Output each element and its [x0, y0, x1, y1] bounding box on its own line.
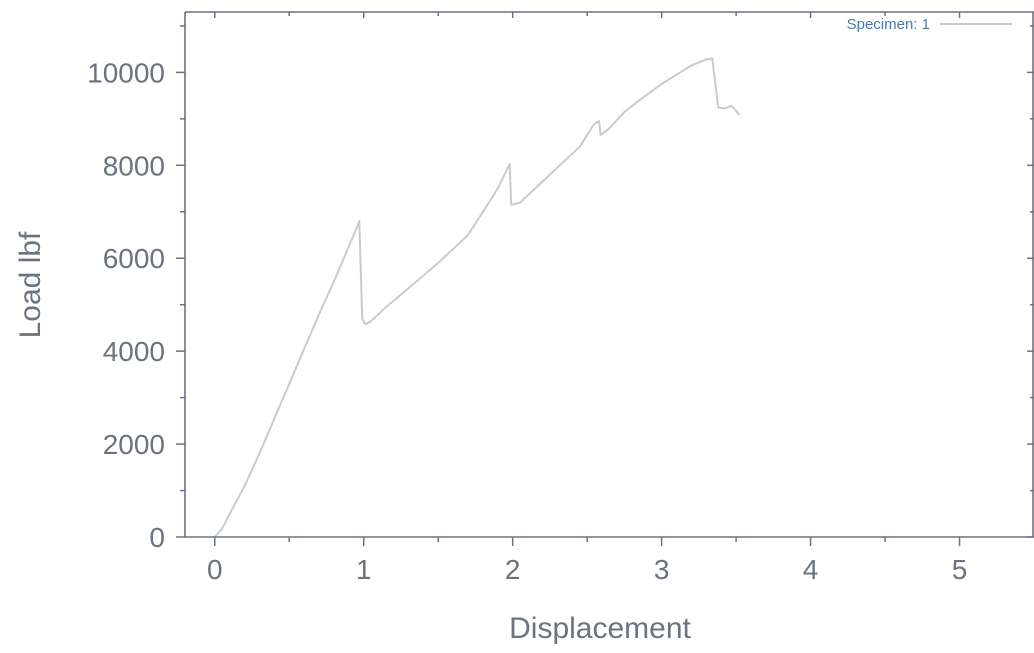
x-axis-label: Displacement [509, 612, 691, 645]
y-tick-label: 6000 [103, 243, 165, 274]
plot-area-background [185, 12, 1034, 537]
x-tick-label: 5 [952, 554, 968, 585]
x-tick-label: 2 [505, 554, 521, 585]
y-tick-label: 4000 [103, 336, 165, 367]
series-line-specimen-1 [213, 57, 741, 538]
y-tick-label: 0 [149, 522, 165, 553]
y-tick-label: 10000 [87, 57, 165, 88]
legend-label-specimen-1: Specimen: 1 [847, 16, 930, 33]
axis-tick-labels: 0 1 2 3 4 5 0 2000 4000 6000 8000 10000 [87, 57, 967, 585]
x-tick-label: 0 [207, 554, 223, 585]
y-tick-label: 2000 [103, 429, 165, 460]
y-axis-label: Load lbf [14, 231, 47, 338]
y-tick-label: 8000 [103, 150, 165, 181]
x-tick-label: 3 [654, 554, 670, 585]
x-tick-label: 1 [356, 554, 372, 585]
x-tick-label: 4 [803, 554, 819, 585]
legend: Specimen: 1 [847, 16, 1012, 33]
